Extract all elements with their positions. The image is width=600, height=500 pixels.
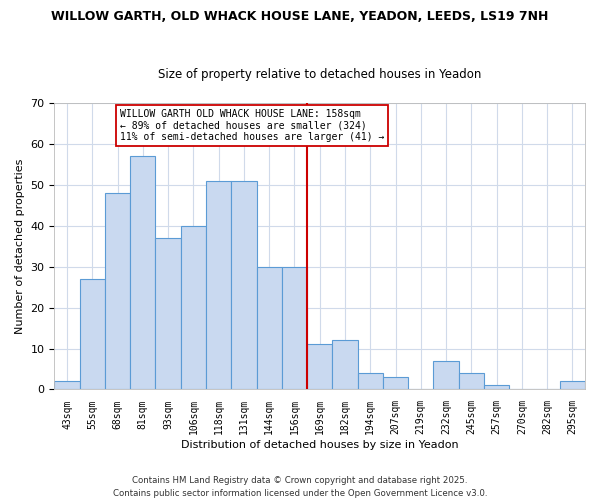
- Bar: [55, 382, 80, 390]
- Bar: [332, 340, 358, 390]
- Y-axis label: Number of detached properties: Number of detached properties: [15, 158, 25, 334]
- Bar: [433, 361, 458, 390]
- Bar: [307, 344, 332, 390]
- Bar: [181, 226, 206, 390]
- Bar: [257, 266, 282, 390]
- X-axis label: Distribution of detached houses by size in Yeadon: Distribution of detached houses by size …: [181, 440, 458, 450]
- Bar: [358, 373, 383, 390]
- Text: WILLOW GARTH, OLD WHACK HOUSE LANE, YEADON, LEEDS, LS19 7NH: WILLOW GARTH, OLD WHACK HOUSE LANE, YEAD…: [52, 10, 548, 23]
- Bar: [383, 377, 408, 390]
- Text: Contains HM Land Registry data © Crown copyright and database right 2025.
Contai: Contains HM Land Registry data © Crown c…: [113, 476, 487, 498]
- Bar: [206, 181, 231, 390]
- Bar: [231, 181, 257, 390]
- Bar: [130, 156, 155, 390]
- Bar: [105, 193, 130, 390]
- Bar: [282, 266, 307, 390]
- Bar: [155, 238, 181, 390]
- Title: Size of property relative to detached houses in Yeadon: Size of property relative to detached ho…: [158, 68, 481, 81]
- Bar: [80, 279, 105, 390]
- Bar: [484, 386, 509, 390]
- Text: WILLOW GARTH OLD WHACK HOUSE LANE: 158sqm
← 89% of detached houses are smaller (: WILLOW GARTH OLD WHACK HOUSE LANE: 158sq…: [120, 109, 385, 142]
- Bar: [458, 373, 484, 390]
- Bar: [560, 382, 585, 390]
